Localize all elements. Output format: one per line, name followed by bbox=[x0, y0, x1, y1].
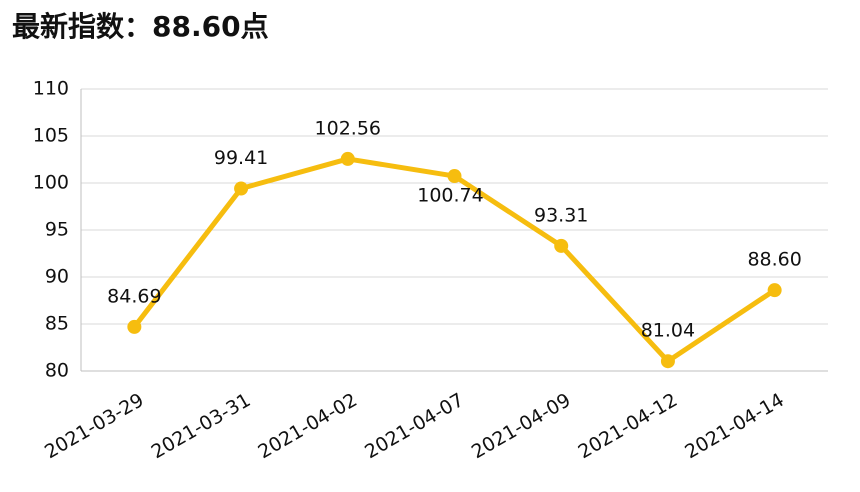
x-tick-label: 2021-04-14 bbox=[681, 389, 788, 463]
y-tick-label: 100 bbox=[33, 172, 69, 194]
chart-title: 最新指数：88.60点 bbox=[12, 10, 269, 43]
x-tick-label: 2021-03-31 bbox=[148, 389, 255, 463]
point bbox=[447, 169, 462, 184]
y-tick-label: 90 bbox=[45, 266, 69, 288]
x-tick-label: 2021-03-29 bbox=[41, 389, 148, 463]
point bbox=[660, 354, 675, 369]
point bbox=[767, 283, 782, 298]
y-tick-label: 85 bbox=[45, 313, 69, 335]
data-label: 88.60 bbox=[747, 249, 801, 271]
data-label: 81.04 bbox=[641, 320, 695, 342]
point bbox=[554, 238, 569, 253]
data-label: 100.74 bbox=[417, 185, 483, 207]
y-tick-label: 110 bbox=[33, 78, 69, 100]
y-tick-label: 105 bbox=[33, 125, 69, 147]
data-label: 84.69 bbox=[107, 285, 161, 307]
x-tick-label: 2021-04-07 bbox=[361, 389, 468, 463]
point bbox=[127, 319, 142, 334]
x-tick-label: 2021-04-02 bbox=[254, 389, 361, 463]
data-label: 102.56 bbox=[315, 117, 381, 139]
y-tick-label: 95 bbox=[45, 219, 69, 241]
data-label: 99.41 bbox=[214, 147, 268, 169]
point bbox=[234, 181, 249, 196]
point bbox=[340, 151, 355, 166]
x-tick-label: 2021-04-12 bbox=[575, 389, 682, 463]
x-tick-label: 2021-04-09 bbox=[468, 389, 575, 463]
data-label: 93.31 bbox=[534, 204, 588, 226]
y-tick-label: 80 bbox=[45, 360, 69, 382]
